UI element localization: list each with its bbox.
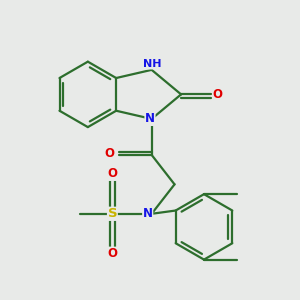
- Text: N: N: [145, 112, 155, 125]
- Text: N: N: [143, 207, 153, 220]
- Text: O: O: [107, 167, 117, 180]
- Text: NH: NH: [143, 59, 161, 69]
- Text: O: O: [107, 247, 117, 260]
- Text: S: S: [108, 207, 117, 220]
- Text: O: O: [213, 88, 223, 101]
- Text: O: O: [105, 147, 115, 160]
